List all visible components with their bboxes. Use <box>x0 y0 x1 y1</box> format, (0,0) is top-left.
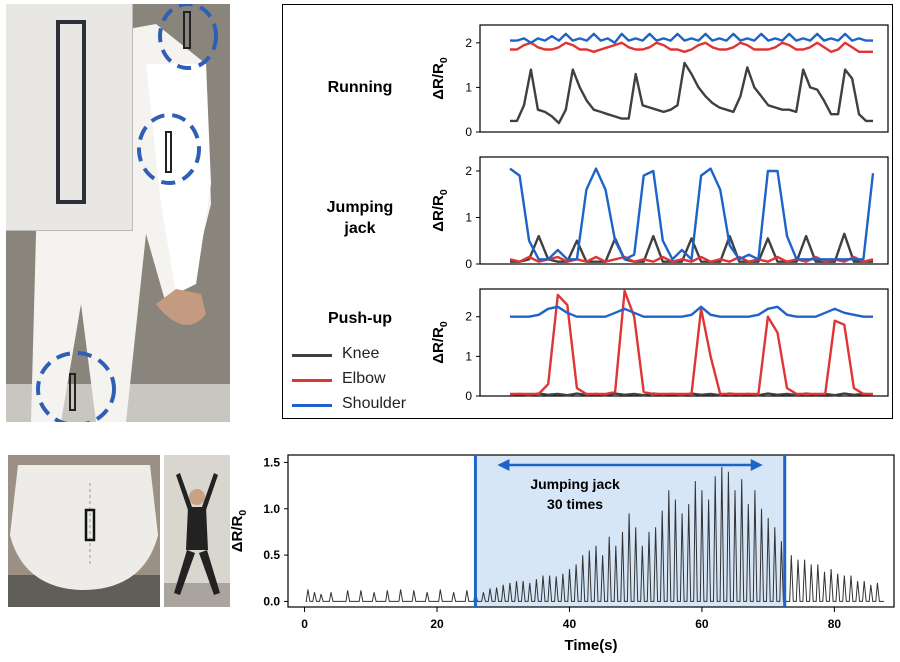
jumping-ytick-label-1: 1 <box>465 210 472 224</box>
running-chart: 0 1 2 ΔR/R0 <box>430 24 889 139</box>
jumping-series-shoulder <box>509 167 875 261</box>
duration-arrow-left-head <box>497 459 510 471</box>
highlight-label-line2: 30 times <box>547 496 603 512</box>
highlight-label-line1: Jumping jack <box>530 476 620 492</box>
pushup-series-elbow <box>510 289 873 396</box>
timeline-signal-trace <box>305 466 885 602</box>
person-illustration <box>164 455 230 607</box>
sensor-closeup-illustration <box>6 4 132 230</box>
legend-label-knee: Knee <box>342 345 380 362</box>
jumping-series-knee <box>510 232 873 263</box>
timeline-ylabel: ΔR/R0 <box>229 510 249 553</box>
legend-swatch-shoulder <box>292 404 332 407</box>
timeline-xlabel: Time(s) <box>564 637 617 654</box>
pushup-series-shoulder <box>510 305 873 318</box>
timeline-xtick-label-0: 0 <box>301 617 308 631</box>
timeline-plot-frame <box>287 454 895 608</box>
pushup-ytick-label-2: 2 <box>465 310 472 324</box>
legend-item-shoulder: Shoulder <box>290 395 440 415</box>
legend-swatch-knee <box>292 354 332 357</box>
jumping-ylabel: ΔR/R0 <box>430 189 450 232</box>
timeline-xtick-label-4: 80 <box>828 617 842 631</box>
running-series-knee <box>510 61 873 125</box>
mask-photo <box>8 455 160 607</box>
jumping-jack-timeline-chart: Jumping jack 30 times 0.0 0.5 1.0 1.5 0 20 40 60 8… <box>229 454 895 654</box>
running-ytick-label-0: 0 <box>465 125 472 139</box>
jumping-label-line2: jack <box>344 220 376 237</box>
pushup-ylabel: ΔR/R0 <box>430 321 450 364</box>
legend-swatch-elbow <box>292 379 332 382</box>
jumping-label-line1: Jumping <box>326 199 394 216</box>
panel-frame <box>282 4 893 419</box>
pushup-label: Push-up <box>328 310 392 327</box>
running-ylabel: ΔR/R0 <box>430 57 450 100</box>
pushup-chart: 0 1 2 ΔR/R0 <box>430 288 889 403</box>
jumping-plot-frame <box>479 156 889 265</box>
running-ytick-label-2: 2 <box>465 36 472 50</box>
timeline-xtick-label-3: 60 <box>695 617 709 631</box>
duration-arrow-right-head <box>750 459 763 471</box>
legend-item-knee: Knee <box>290 345 440 365</box>
mask-illustration <box>8 455 160 607</box>
running-series-elbow <box>510 41 873 53</box>
timeline-ytick-label-0: 0.0 <box>263 594 280 608</box>
legend: Knee Elbow Shoulder <box>290 345 440 415</box>
timeline-xtick-label-2: 40 <box>563 617 577 631</box>
highlight-region <box>475 455 785 607</box>
timeline-ytick-label-2: 1.0 <box>263 502 280 516</box>
timeline-xtick-label-1: 20 <box>430 617 444 631</box>
timeline-ytick-label-3: 1.5 <box>263 455 280 469</box>
pushup-ytick-label-0: 0 <box>465 389 472 403</box>
timeline-ytick-label-1: 0.5 <box>263 548 280 562</box>
legend-item-elbow: Elbow <box>290 370 440 390</box>
running-ytick-label-1: 1 <box>465 80 472 94</box>
running-label: Running <box>327 79 393 96</box>
legend-label-shoulder: Shoulder <box>342 395 407 412</box>
person-jumping-photo <box>164 455 230 607</box>
running-series-shoulder <box>510 32 873 44</box>
jumping-chart: 0 1 2 ΔR/R0 <box>430 156 889 271</box>
jumping-ytick-label-0: 0 <box>465 257 472 271</box>
pushup-ytick-label-1: 1 <box>465 349 472 363</box>
jumping-ytick-label-2: 2 <box>465 164 472 178</box>
sensor-closeup-photo <box>6 4 133 231</box>
legend-label-elbow: Elbow <box>342 370 386 387</box>
